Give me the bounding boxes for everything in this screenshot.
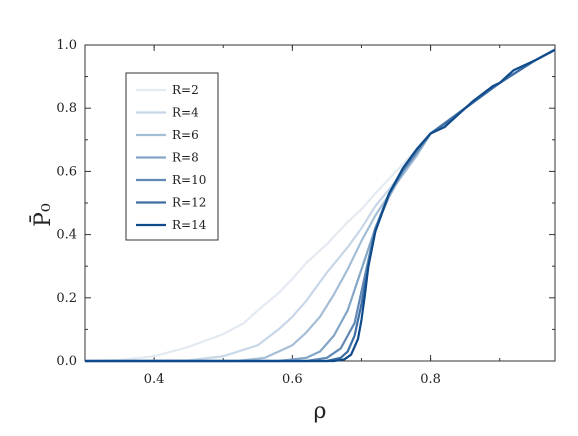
y-tick-label: 0.8 [56,101,77,116]
y-tick-label: 1.0 [56,38,77,53]
y-tick-label: 0.6 [56,164,77,179]
legend-label: R=10 [172,173,206,187]
y-axis-title: P̄₀ [29,203,56,227]
x-tick-label: 0.6 [282,372,303,387]
x-tick-label: 0.8 [420,372,441,387]
legend-label: R=12 [172,196,206,210]
y-axis-ticks: 0.0 0.2 0.4 0.6 0.8 1.0 [56,38,555,369]
legend: R=2 R=4 R=6 R=8 R=10 R=12 R=14 [125,72,219,241]
y-tick-label: 0.2 [56,291,77,306]
y-tick-label: 0.0 [56,354,77,369]
legend-label: R=14 [172,218,207,232]
series-lines [84,48,556,363]
legend-label: R=2 [172,83,199,97]
x-tick-label: 0.4 [144,372,165,387]
x-axis-title: ρ [314,399,327,424]
legend-label: R=6 [172,128,199,142]
y-tick-label: 0.4 [56,228,77,243]
series-line-r14 [85,48,556,363]
x-axis-ticks: 0.4 0.6 0.8 [84,45,501,387]
legend-label: R=8 [172,151,199,165]
legend-label: R=4 [172,106,199,120]
